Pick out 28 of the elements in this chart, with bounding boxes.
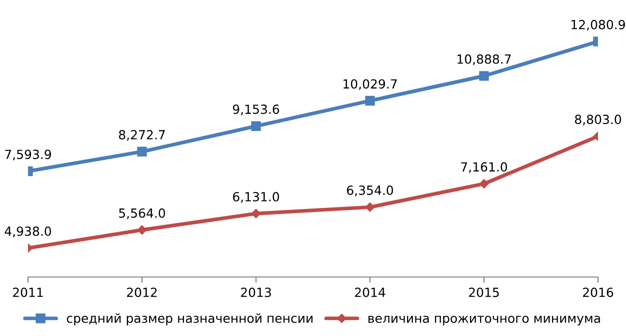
point (137, 146, 147, 156)
legend-label: средний размер назначенной пенсии (66, 313, 312, 326)
data-label: 4,938.0 (4, 226, 52, 238)
data-label: 6,131.0 (233, 192, 280, 203)
data-label: 7,161.0 (461, 162, 508, 173)
data-label: 10,888.7 (458, 54, 511, 66)
data-label: 6,354.0 (347, 186, 394, 196)
point (479, 179, 489, 188)
data-label: 5,564.0 (119, 208, 166, 220)
data-label: 10,029.7 (344, 79, 397, 90)
point (137, 225, 147, 235)
data-label: 9,153.6 (232, 104, 280, 116)
point (365, 96, 375, 106)
point (365, 202, 375, 212)
point (251, 208, 261, 218)
x-tick-label: 2014 (355, 288, 386, 298)
x-tick-label: 2012 (127, 288, 157, 298)
point (479, 71, 489, 81)
data-label: 7,593.9 (5, 150, 51, 160)
data-label: 8,803.0 (574, 114, 622, 126)
legend-label: величина прожиточного минимума (368, 316, 600, 326)
x-tick-label: 2015 (469, 288, 499, 298)
x-tick-label: 2011 (13, 288, 43, 298)
x-tick-label: 2016 (583, 288, 614, 298)
data-label: 8,272.7 (118, 130, 165, 141)
data-label: 12,080.9 (572, 20, 625, 31)
x-tick-label: 2013 (241, 288, 271, 298)
point (251, 121, 261, 131)
